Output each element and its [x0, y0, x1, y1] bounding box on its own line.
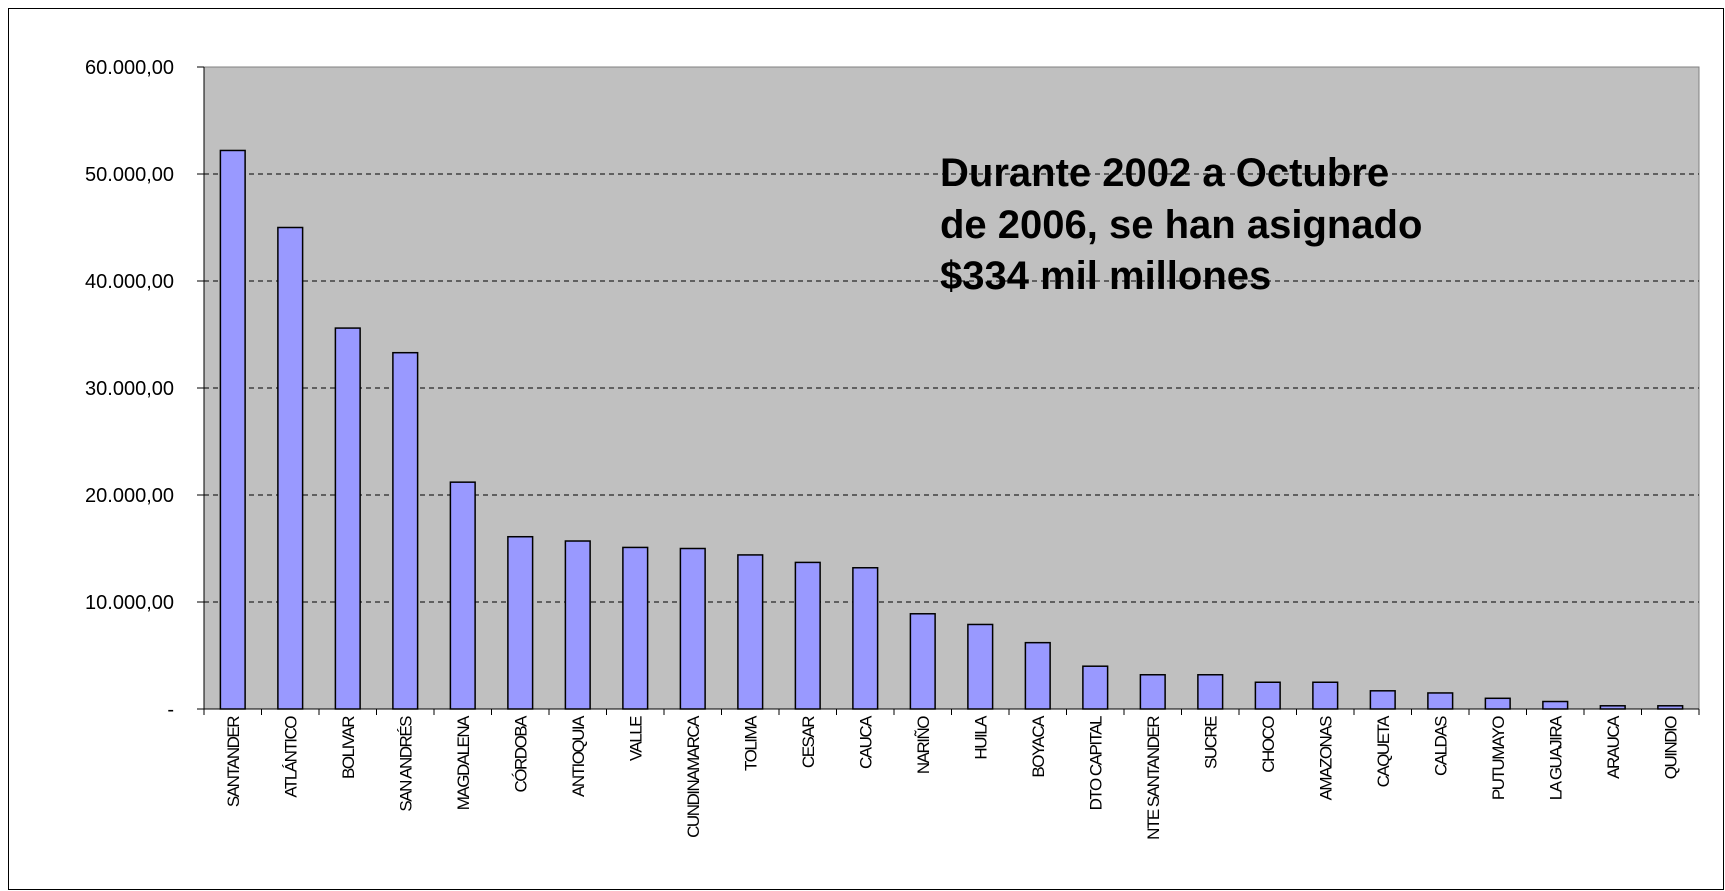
x-tick-label: ARAUCA: [1604, 715, 1623, 779]
annotation-line-2: de 2006, se han asignado: [940, 203, 1422, 247]
x-tick-label: SANTANDER: [224, 716, 243, 807]
bar: [507, 535, 534, 710]
x-tick-label: VALLE: [626, 716, 645, 761]
bar: [1139, 674, 1166, 710]
x-tick-label: TOLIMA: [741, 715, 760, 771]
x-tick-label: CAUCA: [856, 715, 875, 769]
bar: [679, 547, 706, 710]
y-tick-label: -: [167, 699, 174, 721]
annotation-line-3: $334 mil millones: [940, 254, 1271, 298]
bar: [1312, 681, 1339, 710]
bar: [334, 327, 361, 710]
bar: [277, 226, 304, 710]
bar: [564, 540, 591, 710]
axes: [197, 66, 1700, 715]
bar: [1082, 665, 1109, 710]
y-tick-label: 50.000,00: [85, 164, 174, 186]
x-tick-label: BOYACA: [1029, 715, 1048, 778]
x-tick-label: CHOCO: [1259, 716, 1278, 773]
x-tick-label: ANTIOQUIA: [569, 715, 588, 797]
bar: [1427, 692, 1454, 710]
bar: [909, 613, 936, 710]
x-tick-label: CAQUETA: [1374, 715, 1393, 788]
bar: [392, 351, 419, 710]
bar: [1197, 674, 1224, 710]
x-tick-label: PUTUMAYO: [1489, 716, 1508, 800]
y-tick-label: 20.000,00: [85, 485, 174, 507]
bar: [449, 481, 476, 710]
x-tick-label: SUCRE: [1201, 716, 1220, 769]
x-tick-label: NARIÑO: [914, 716, 933, 774]
x-tick-label: QUINDIO: [1661, 716, 1680, 780]
bar: [1254, 681, 1281, 710]
bar: [1024, 641, 1051, 710]
x-tick-label: HUILA: [971, 715, 990, 760]
annotation-line-1: Durante 2002 a Octubre: [940, 151, 1389, 195]
y-tick-label: 60.000,00: [85, 57, 174, 79]
bar: [219, 149, 246, 710]
y-axis-ticks: - 10.000,00 20.000,00 30.000,00 40.000,00 50.…: [85, 57, 174, 721]
bar: [1369, 690, 1396, 710]
bar: [852, 567, 879, 710]
x-tick-label: BOLIVAR: [339, 716, 358, 779]
x-axis-ticks: SANTANDER ATLÁNTICO BOLIVAR SAN ANDRÉS MAGDA…: [224, 715, 1681, 840]
x-tick-label: AMAZONAS: [1316, 716, 1335, 801]
x-tick-label: ATLÁNTICO: [281, 716, 300, 798]
bar: [622, 546, 649, 710]
chart-annotation: Durante 2002 a Octubre de 2006, se han a…: [940, 151, 1434, 298]
x-tick-label: CALDAS: [1431, 716, 1450, 776]
bar: [794, 561, 821, 710]
bar: [737, 554, 764, 710]
x-tick-label: CESAR: [799, 716, 818, 768]
bar: [1484, 697, 1511, 710]
bar: [967, 623, 994, 710]
x-tick-label: NTE SANTANDER: [1144, 716, 1163, 840]
x-tick-label: DTO CAPITAL: [1086, 716, 1105, 810]
x-tick-label: LA GUAJIRA: [1546, 715, 1565, 800]
y-tick-label: 40.000,00: [85, 271, 174, 293]
x-tick-label: MAGDALENA: [454, 715, 473, 810]
x-tick-label: CÓRDOBA: [511, 715, 530, 793]
y-tick-label: 10.000,00: [85, 592, 174, 614]
bar: [1542, 700, 1569, 710]
gridlines: [204, 173, 1699, 603]
x-tick-label: CUNDINAMARCA: [684, 715, 703, 838]
y-tick-label: 30.000,00: [85, 378, 174, 400]
bars: [219, 149, 1684, 710]
x-tick-label: SAN ANDRÉS: [396, 716, 415, 812]
